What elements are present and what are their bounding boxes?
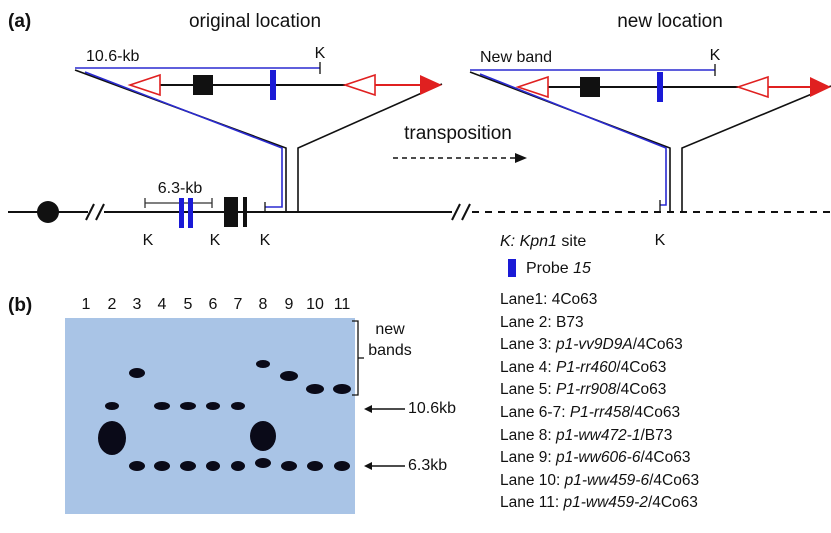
lane-allele: p1-vv9D9A bbox=[556, 336, 633, 353]
k-site: K bbox=[655, 232, 666, 249]
lane-number: 9 bbox=[285, 296, 294, 313]
probe-prefix: Probe bbox=[526, 260, 573, 277]
lane-number: 8 bbox=[259, 296, 268, 313]
lane-number: 5 bbox=[184, 296, 193, 313]
lane-number: 11 bbox=[334, 296, 351, 313]
lane-allele: P1-rr458 bbox=[570, 404, 630, 421]
lane-number: 1 bbox=[82, 296, 91, 313]
probe-name: 15 bbox=[573, 260, 591, 277]
k-site: K bbox=[210, 232, 221, 249]
lane-prefix: Lane 3: bbox=[500, 336, 556, 353]
lane-prefix: Lane 5: bbox=[500, 381, 556, 398]
lane-prefix: Lane 6-7: bbox=[500, 404, 570, 421]
figure: (a) original location new location 6.3-k… bbox=[0, 0, 831, 533]
k-site: K bbox=[710, 47, 721, 64]
chromosome bbox=[8, 204, 831, 220]
lane-legend-row: Lane1: 4Co63 bbox=[500, 289, 699, 312]
lane-legend-row: Lane 9: p1-ww606-6/4Co63 bbox=[500, 447, 699, 470]
arrowhead bbox=[364, 462, 372, 470]
lane-number: 10 bbox=[306, 296, 324, 313]
lane-legend-row: Lane 6-7: P1-rr458/4Co63 bbox=[500, 402, 699, 425]
lane-suffix: /4Co63 bbox=[640, 449, 690, 466]
bracket bbox=[145, 198, 212, 208]
panel-label: (b) bbox=[8, 295, 32, 316]
lane-legend-row: Lane 5: P1-rr908/4Co63 bbox=[500, 379, 699, 402]
lane-prefix: Lane 4: bbox=[500, 359, 556, 376]
lane-legend-row: Lane 11: p1-ww459-2/4Co63 bbox=[500, 492, 699, 515]
marker-label: new bbox=[375, 321, 405, 338]
k-enzyme: Kpn1 bbox=[520, 233, 557, 250]
lane-prefix: Lane1: bbox=[500, 291, 552, 308]
lane-suffix: /4Co63 bbox=[616, 359, 666, 376]
lane-allele: p1-ww606-6 bbox=[556, 449, 640, 466]
lane-suffix: /4Co63 bbox=[649, 472, 699, 489]
marker-label: 10.6kb bbox=[408, 400, 456, 417]
lane-suffix: B73 bbox=[556, 314, 584, 331]
lane-prefix: Lane 11: bbox=[500, 494, 564, 511]
lane-allele: p1-ww472-1 bbox=[556, 427, 640, 444]
marker-label: 6.3kb bbox=[408, 457, 447, 474]
legend-text: K: Kpn1 site bbox=[500, 233, 586, 250]
probe-swatch bbox=[508, 259, 516, 277]
band-label: New band bbox=[480, 49, 552, 66]
lane-number: 6 bbox=[209, 296, 218, 313]
lane-suffix: /B73 bbox=[640, 427, 672, 444]
lane-legend-row: Lane 10: p1-ww459-6/4Co63 bbox=[500, 470, 699, 493]
lane-number: 7 bbox=[234, 296, 243, 313]
title: new location bbox=[617, 11, 723, 32]
lane-suffix: /4Co63 bbox=[630, 404, 680, 421]
title: original location bbox=[189, 11, 321, 32]
lane-legend-row: Lane 8: p1-ww472-1/B73 bbox=[500, 425, 699, 448]
arrowhead bbox=[515, 153, 527, 163]
probe bbox=[188, 198, 193, 228]
panel-label: (a) bbox=[8, 11, 31, 32]
lane-allele: P1-rr908 bbox=[556, 381, 616, 398]
lane-legend-row: Lane 4: P1-rr460/4Co63 bbox=[500, 357, 699, 380]
arrow-label: transposition bbox=[404, 123, 512, 144]
k-symbol: K: bbox=[500, 233, 515, 250]
lane-number: 4 bbox=[158, 296, 167, 313]
band-label: 6.3-kb bbox=[158, 180, 203, 197]
lane-prefix: Lane 10: bbox=[500, 472, 565, 489]
new-element bbox=[470, 64, 831, 212]
exon bbox=[224, 197, 238, 227]
lane-legend-row: Lane 3: p1-vv9D9A/4Co63 bbox=[500, 334, 699, 357]
lane-allele: p1-ww459-2 bbox=[564, 494, 648, 511]
k-site: K bbox=[315, 45, 326, 62]
lane-prefix: Lane 8: bbox=[500, 427, 556, 444]
k-site: K bbox=[260, 232, 271, 249]
k-site: K bbox=[143, 232, 154, 249]
lane-suffix: 4Co63 bbox=[552, 291, 598, 308]
probe bbox=[179, 198, 184, 228]
lane-suffix: /4Co63 bbox=[633, 336, 683, 353]
exon bbox=[243, 197, 247, 227]
lane-prefix: Lane 2: bbox=[500, 314, 556, 331]
lane-legend-row: Lane 2: B73 bbox=[500, 312, 699, 335]
centromere bbox=[37, 201, 59, 223]
diagram: (a) original location new location 6.3-k… bbox=[0, 0, 831, 533]
original-element bbox=[75, 62, 442, 212]
arrowhead bbox=[364, 405, 372, 413]
marker-label: bands bbox=[368, 342, 412, 359]
legend-text: Probe 15 bbox=[526, 260, 591, 277]
band-label: 10.6-kb bbox=[86, 48, 139, 65]
lane-suffix: /4Co63 bbox=[616, 381, 666, 398]
lane-prefix: Lane 9: bbox=[500, 449, 556, 466]
gel bbox=[65, 318, 355, 514]
lane-allele: P1-rr460 bbox=[556, 359, 616, 376]
lane-suffix: /4Co63 bbox=[648, 494, 698, 511]
k-suffix: site bbox=[557, 233, 586, 250]
lane-number: 2 bbox=[108, 296, 117, 313]
lane-allele: p1-ww459-6 bbox=[565, 472, 649, 489]
lane-number: 3 bbox=[133, 296, 142, 313]
